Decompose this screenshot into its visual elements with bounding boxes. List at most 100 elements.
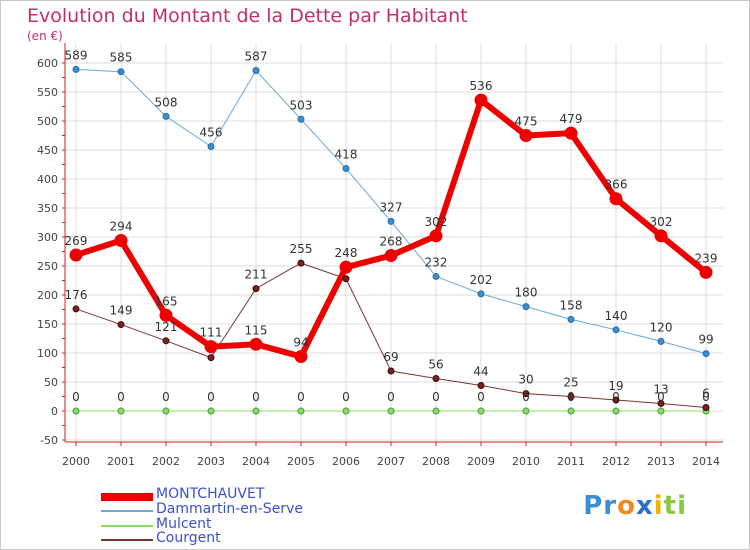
data-label: 418 xyxy=(335,148,358,162)
data-label: 0 xyxy=(477,390,485,404)
data-label: 232 xyxy=(425,255,448,269)
data-point xyxy=(387,407,395,415)
data-point xyxy=(657,337,665,345)
x-tick-label: 2008 xyxy=(422,455,450,468)
data-label: 94 xyxy=(293,335,308,349)
data-point xyxy=(699,265,713,279)
data-point xyxy=(609,192,623,206)
data-label: 176 xyxy=(65,288,88,302)
data-point xyxy=(339,260,353,274)
y-tick-label: 250 xyxy=(37,260,58,273)
brand-logo-part: ti xyxy=(663,491,687,521)
data-point xyxy=(612,326,620,334)
data-point xyxy=(252,285,260,293)
y-tick-label: 50 xyxy=(44,376,58,389)
data-label: 56 xyxy=(428,358,443,372)
data-point xyxy=(249,337,263,351)
data-label: 25 xyxy=(563,376,578,390)
data-point xyxy=(477,381,485,389)
data-label: 239 xyxy=(695,251,718,265)
data-label: 0 xyxy=(387,390,395,404)
data-label: 0 xyxy=(72,390,80,404)
x-tick-label: 2012 xyxy=(602,455,630,468)
data-label: 180 xyxy=(515,286,538,300)
data-label: 0 xyxy=(612,390,620,404)
brand-logo-part: x xyxy=(635,491,654,521)
data-point xyxy=(252,67,260,75)
unit-label: (en €) xyxy=(27,29,63,43)
data-point xyxy=(342,165,350,173)
y-tick-label: 100 xyxy=(37,347,58,360)
x-tick-label: 2014 xyxy=(692,455,720,468)
data-point xyxy=(207,143,215,151)
y-tick-label: 300 xyxy=(37,231,58,244)
data-label: 44 xyxy=(473,364,488,378)
data-label: 302 xyxy=(425,215,448,229)
data-point xyxy=(72,65,80,73)
data-point xyxy=(204,340,218,354)
data-label: 503 xyxy=(290,98,313,112)
data-point xyxy=(384,249,398,263)
data-point xyxy=(567,315,575,323)
y-tick-label: 200 xyxy=(37,289,58,302)
legend-swatch xyxy=(101,525,153,527)
legend-item-montchauvet: MONTCHAUVET xyxy=(101,486,361,503)
data-point xyxy=(474,93,488,107)
data-label: 589 xyxy=(65,48,88,62)
brand-logo-part: Pr xyxy=(583,491,618,521)
data-label: 508 xyxy=(155,95,178,109)
data-label: 475 xyxy=(515,115,538,129)
x-tick-label: 2001 xyxy=(107,455,135,468)
data-label: 479 xyxy=(560,112,583,126)
legend-item-dammartin: Dammartin-en-Serve xyxy=(101,501,361,518)
data-point xyxy=(477,290,485,298)
x-tick-label: 2003 xyxy=(197,455,225,468)
data-label: 120 xyxy=(650,320,673,334)
data-label: 585 xyxy=(110,51,133,65)
data-label: 456 xyxy=(200,126,223,140)
data-label: 0 xyxy=(252,390,260,404)
data-label: 158 xyxy=(560,298,583,312)
data-point xyxy=(207,354,215,362)
data-point xyxy=(117,321,125,329)
data-point xyxy=(297,115,305,123)
data-point xyxy=(294,349,308,363)
data-label: 0 xyxy=(162,390,170,404)
data-label: 0 xyxy=(117,390,125,404)
data-label: 0 xyxy=(297,390,305,404)
data-label: 6 xyxy=(702,387,710,401)
data-point xyxy=(612,396,620,404)
legend-item-courgent: Courgent xyxy=(101,530,361,547)
legend-swatch xyxy=(101,539,153,541)
data-point xyxy=(567,407,575,415)
data-point xyxy=(342,407,350,415)
data-label: 202 xyxy=(470,273,493,287)
data-label: 248 xyxy=(335,246,358,260)
x-tick-label: 2009 xyxy=(467,455,495,468)
data-point xyxy=(342,275,350,283)
data-point xyxy=(159,308,173,322)
x-tick-label: 2007 xyxy=(377,455,405,468)
data-label: 268 xyxy=(380,235,403,249)
data-point xyxy=(162,337,170,345)
data-point xyxy=(654,229,668,243)
data-point xyxy=(522,390,530,398)
legend-label: Dammartin-en-Serve xyxy=(156,501,303,517)
x-tick-label: 2005 xyxy=(287,455,315,468)
legend-item-mulcent: Mulcent xyxy=(101,516,361,533)
data-point xyxy=(564,126,578,140)
data-label: 302 xyxy=(650,215,673,229)
data-point xyxy=(702,350,710,358)
y-tick-label: -50 xyxy=(40,434,58,447)
data-point xyxy=(117,407,125,415)
data-label: 0 xyxy=(432,390,440,404)
data-point xyxy=(657,407,665,415)
data-label: 366 xyxy=(605,178,628,192)
y-tick-label: 500 xyxy=(37,115,58,128)
x-tick-label: 2013 xyxy=(647,455,675,468)
x-tick-label: 2004 xyxy=(242,455,270,468)
data-label: 255 xyxy=(290,242,313,256)
legend-label: Mulcent xyxy=(156,516,212,532)
data-label: 587 xyxy=(245,50,268,64)
